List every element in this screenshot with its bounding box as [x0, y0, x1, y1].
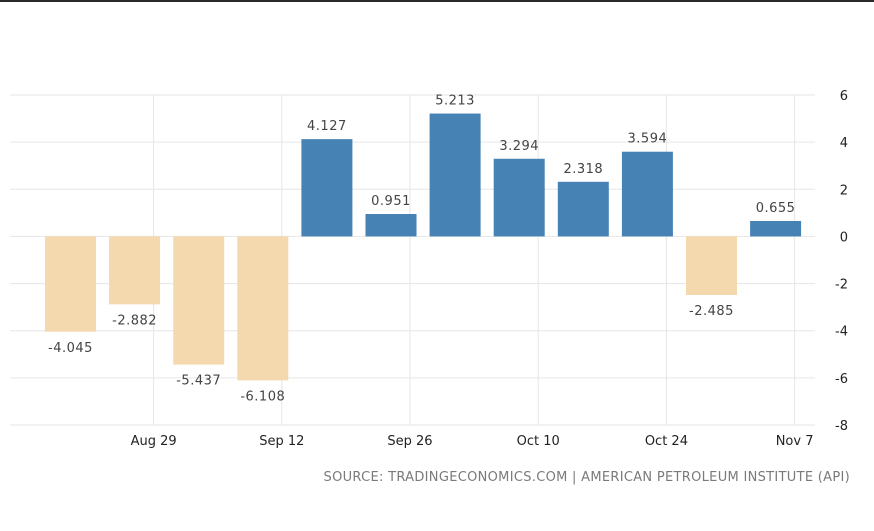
bar	[109, 236, 161, 305]
bar	[301, 139, 353, 237]
bar-value-label: 5.213	[435, 94, 475, 109]
x-tick-label: Oct 24	[645, 434, 688, 449]
bar-value-label: 2.318	[563, 162, 603, 177]
source-note: SOURCE: TRADINGECONOMICS.COM | AMERICAN …	[323, 470, 850, 485]
bar-value-label: -6.108	[240, 389, 285, 404]
y-tick-label: 0	[840, 230, 848, 245]
bar	[686, 236, 737, 296]
bar	[45, 236, 96, 332]
y-tick-label: -6	[835, 372, 848, 387]
bar	[237, 236, 289, 381]
y-tick-label: -8	[835, 419, 848, 434]
bar	[750, 220, 802, 237]
y-tick-label: 4	[840, 136, 848, 151]
bar-chart: -4.045 -2.882 -5.437 -6.108 4.127 0.951 5.213 3…	[10, 89, 848, 449]
bar-value-label: -2.882	[112, 313, 157, 328]
x-tick-label: Sep 12	[259, 434, 304, 449]
bar	[429, 113, 481, 237]
y-tick-label: 6	[840, 89, 848, 104]
bar	[493, 158, 545, 237]
bar	[557, 181, 609, 237]
x-tick-label: Aug 29	[131, 434, 177, 449]
bar-value-label: -2.485	[689, 304, 734, 319]
top-border	[0, 0, 874, 2]
data-labels: -4.045 -2.882 -5.437 -6.108 4.127 0.951 5.213 3…	[48, 94, 795, 405]
x-axis-ticks: Aug 29 Sep 12 Sep 26 Oct 10 Oct 24 Nov 7	[131, 434, 814, 449]
bar	[621, 151, 673, 237]
x-tick-label: Sep 26	[387, 434, 432, 449]
bar-value-label: 4.127	[307, 119, 347, 134]
bar-value-label: 0.655	[756, 201, 796, 216]
bar-value-label: 3.294	[499, 139, 539, 154]
x-tick-label: Nov 7	[776, 434, 814, 449]
bar-value-label: -5.437	[176, 374, 221, 389]
x-tick-label: Oct 10	[517, 434, 560, 449]
y-tick-label: -4	[835, 325, 848, 340]
y-axis-ticks: 6 4 2 0 -2 -4 -6 -8	[835, 89, 848, 434]
bar-value-label: 3.594	[628, 132, 668, 147]
bar	[173, 236, 225, 365]
y-tick-label: -2	[835, 278, 848, 293]
bar-value-label: -4.045	[48, 341, 93, 356]
bar-value-label: 0.951	[371, 194, 411, 209]
bars	[45, 113, 802, 381]
bar	[365, 214, 417, 237]
y-tick-label: 2	[840, 183, 848, 198]
